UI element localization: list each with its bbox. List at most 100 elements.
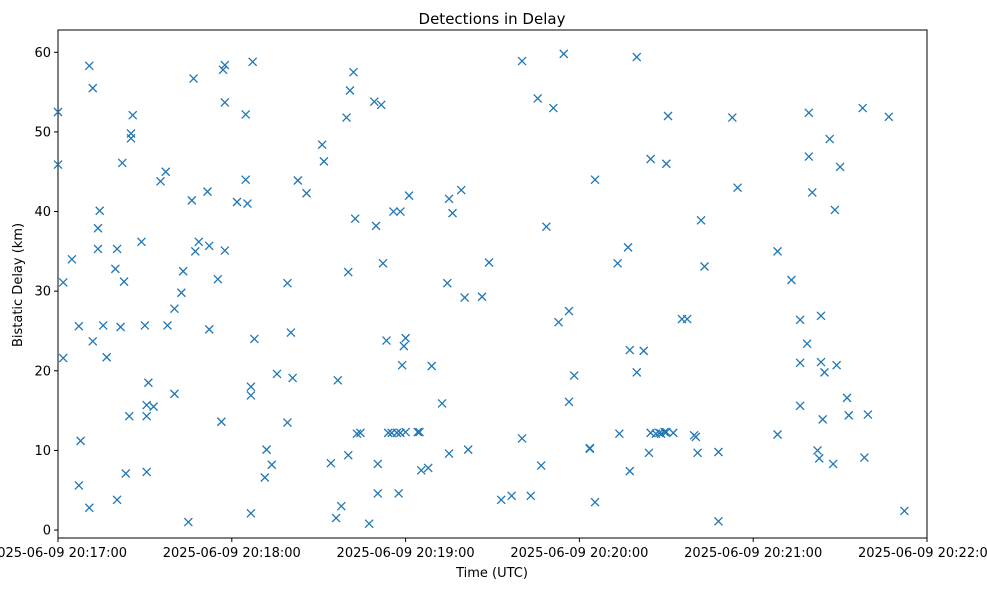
data-point [392, 428, 402, 438]
data-point [691, 432, 701, 442]
data-point [93, 223, 103, 233]
data-point [444, 194, 454, 204]
data-point [128, 110, 138, 120]
data-point [74, 321, 84, 331]
data-point [536, 461, 546, 471]
data-point [842, 393, 852, 403]
y-tick-label: 60 [34, 46, 51, 61]
data-point [204, 324, 214, 334]
data-point [342, 113, 351, 123]
data-point [76, 436, 86, 446]
data-point [95, 206, 105, 216]
data-point [569, 371, 579, 381]
data-point [399, 341, 409, 351]
data-point [804, 152, 814, 162]
data-point [302, 188, 311, 198]
data-point [286, 328, 296, 338]
data-point [682, 314, 692, 324]
data-point [813, 445, 822, 455]
data-point [533, 94, 543, 103]
data-point [559, 49, 569, 59]
data-point [218, 65, 228, 75]
data-point [401, 427, 411, 437]
data-point [773, 246, 782, 256]
data-point [477, 292, 487, 302]
data-point [349, 67, 358, 77]
plot-frame [57, 29, 928, 539]
y-tick-label: 20 [34, 364, 51, 379]
data-point [267, 460, 277, 470]
data-point [58, 277, 68, 287]
data-point [496, 495, 506, 505]
data-point [668, 428, 678, 438]
data-point [448, 208, 457, 218]
data-point [84, 503, 94, 513]
data-point [646, 154, 656, 164]
x-axis: 2025-06-09 20:17:00 2025-06-09 20:18:00 20… [0, 538, 987, 561]
data-point [884, 112, 894, 122]
data-point [585, 444, 595, 454]
x-tick-label: 2025-06-09 20:18:00 [163, 546, 301, 561]
data-point [517, 56, 527, 66]
data-point [67, 254, 77, 264]
data-point [613, 258, 623, 268]
data-point [142, 400, 152, 410]
data-point [816, 311, 826, 321]
data-point [401, 333, 411, 343]
data-point [437, 398, 447, 408]
x-axis-label: Time (UTC) [455, 566, 528, 581]
data-point [156, 176, 166, 186]
data-point [795, 315, 805, 325]
y-axis: 0 10 20 30 40 50 60 [34, 46, 58, 539]
data-point [460, 293, 470, 302]
data-point [53, 107, 63, 117]
data-point [326, 458, 336, 468]
data-point [88, 83, 98, 93]
data-point [835, 162, 845, 172]
y-tick-label: 50 [34, 125, 51, 140]
data-point [317, 140, 327, 150]
data-point [246, 391, 256, 400]
x-tick-label: 2025-06-09 20:21:00 [684, 546, 822, 561]
data-point [98, 320, 108, 330]
y-tick-label: 30 [34, 285, 51, 300]
data-point [194, 237, 204, 247]
data-point [554, 317, 564, 327]
data-point [614, 429, 624, 439]
data-point [590, 175, 600, 185]
data-point [404, 191, 414, 201]
y-tick-label: 40 [34, 205, 51, 220]
data-point [136, 237, 146, 247]
data-point [220, 246, 230, 256]
data-point [216, 417, 226, 427]
data-point [378, 258, 388, 268]
data-point [282, 418, 292, 428]
data-point [394, 488, 404, 498]
data-point [102, 352, 112, 362]
data-point [232, 197, 242, 207]
data-point [484, 258, 494, 267]
y-tick-label: 0 [43, 524, 51, 539]
data-point [663, 111, 673, 121]
data-point [204, 241, 214, 251]
data-point [442, 278, 452, 288]
data-point [249, 334, 259, 344]
data-point [110, 264, 120, 274]
data-point [373, 488, 383, 498]
data-point [112, 244, 122, 254]
y-axis-label: Bistatic Delay (km) [11, 223, 26, 347]
data-point [564, 397, 574, 407]
data-point [169, 389, 179, 399]
data-point [858, 103, 868, 113]
data-point [814, 453, 824, 463]
data-point [376, 100, 386, 110]
data-point [74, 480, 84, 490]
data-point [183, 517, 193, 527]
data-point [149, 402, 159, 412]
data-point [548, 103, 558, 113]
data-points [53, 49, 909, 529]
data-point [660, 427, 670, 437]
data-point [541, 222, 551, 232]
data-point [859, 453, 869, 463]
data-point [899, 506, 909, 516]
